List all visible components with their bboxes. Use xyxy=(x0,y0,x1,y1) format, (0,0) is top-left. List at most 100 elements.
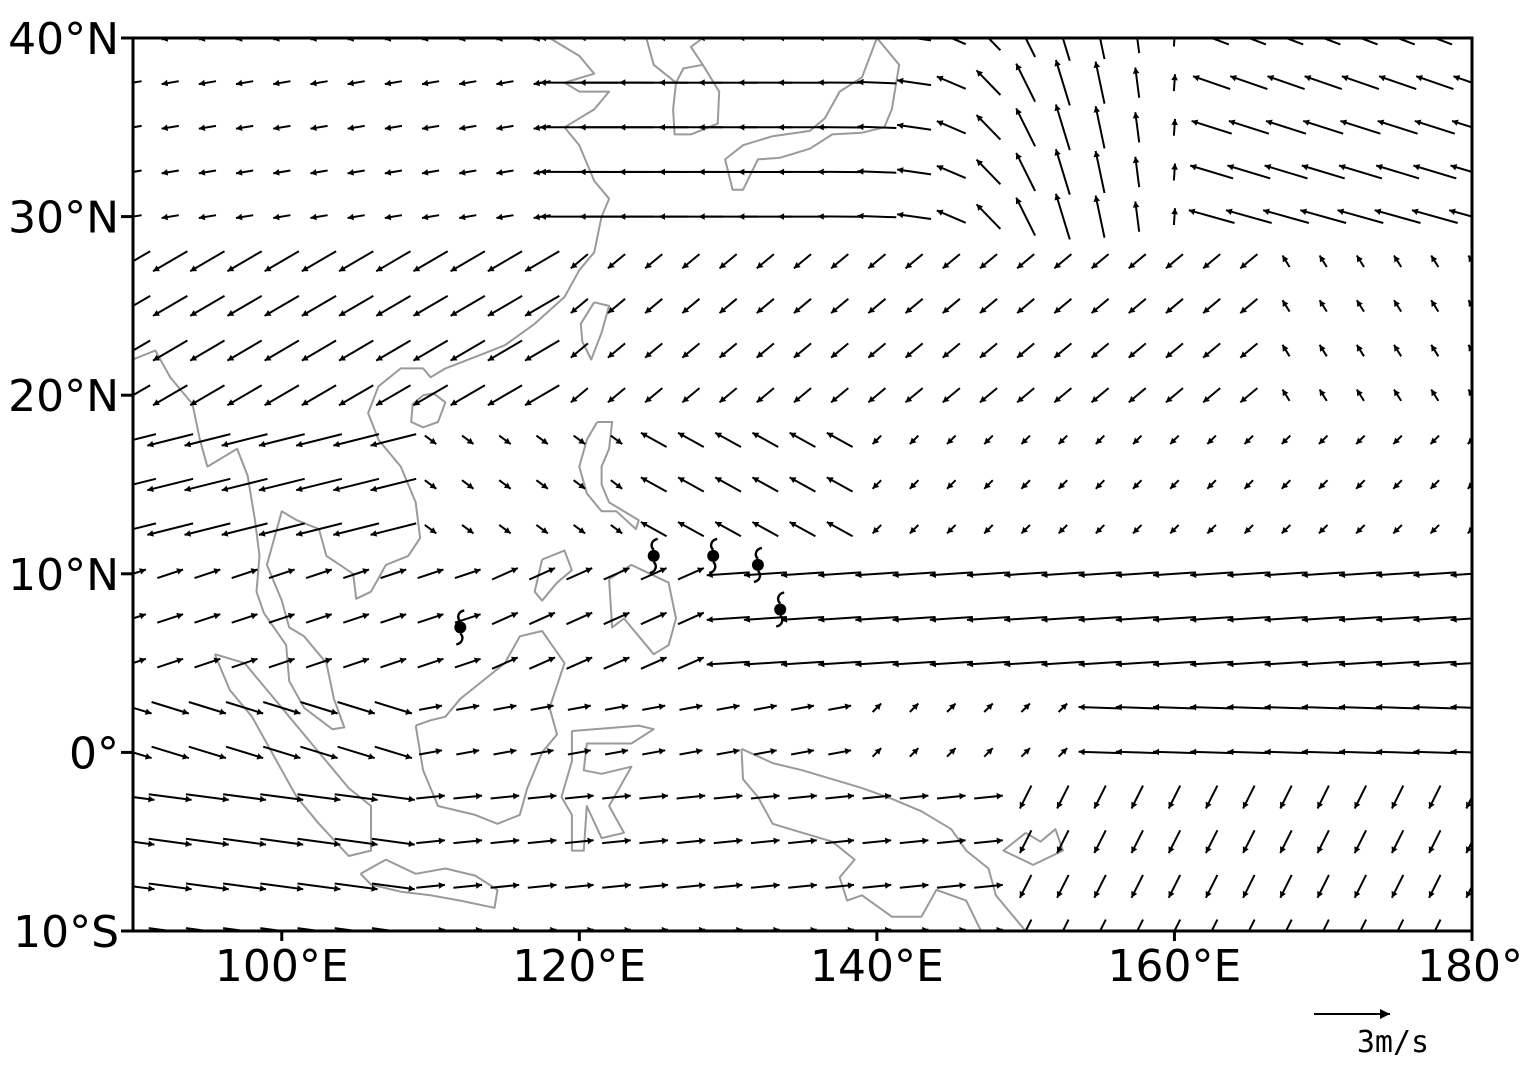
wind-vector xyxy=(751,431,779,448)
wind-vector xyxy=(573,479,586,490)
wind-vector xyxy=(789,476,816,493)
wind-vector xyxy=(133,840,155,847)
wind-vector xyxy=(1322,919,1330,931)
wind-vector xyxy=(1115,616,1159,623)
wind-vector xyxy=(1152,748,1196,756)
wind-vector xyxy=(706,616,750,623)
x-tick-label: 100°E xyxy=(215,941,349,992)
wind-vector xyxy=(862,837,892,845)
y-tick-label: 10°N xyxy=(8,550,119,601)
wind-vector xyxy=(826,476,854,493)
wind-vector xyxy=(342,612,370,624)
wind-vector xyxy=(498,434,512,445)
wind-vector xyxy=(221,522,268,537)
wind-vector xyxy=(718,342,738,359)
wind-vector xyxy=(1393,388,1403,402)
y-tick-label: 0° xyxy=(69,728,119,779)
wind-vector xyxy=(1020,524,1031,535)
wind-vector xyxy=(564,882,594,889)
wind-vector xyxy=(1280,524,1292,535)
wind-vector xyxy=(418,748,443,756)
wind-vector xyxy=(301,339,337,362)
coastline xyxy=(579,301,611,361)
wind-vector xyxy=(412,250,449,273)
wind-vector xyxy=(347,79,365,87)
wind-vector xyxy=(1429,479,1440,490)
wind-vector xyxy=(380,568,407,580)
wind-vector xyxy=(1227,164,1271,180)
wind-vector xyxy=(1054,193,1071,240)
wind-vector xyxy=(857,212,897,220)
wind-vector xyxy=(602,882,631,889)
wind-vector xyxy=(133,795,155,803)
wind-vector xyxy=(753,703,777,711)
wind-vector xyxy=(974,882,1003,889)
wind-vector xyxy=(1020,479,1031,490)
wind-vector xyxy=(380,612,407,624)
wind-vector xyxy=(573,524,586,535)
wind-vector xyxy=(184,522,231,537)
wind-vector xyxy=(966,616,1010,623)
wind-vector xyxy=(946,747,957,758)
wind-vector xyxy=(268,657,295,669)
wind-vector xyxy=(1152,616,1196,623)
wind-vector xyxy=(1169,524,1180,535)
wind-vector xyxy=(1281,299,1291,313)
wind-vector xyxy=(1054,104,1071,151)
wind-vector xyxy=(412,339,449,362)
wind-vector xyxy=(450,384,486,407)
wind-vector xyxy=(1053,387,1073,404)
wind-vector xyxy=(1300,208,1347,224)
wind-vector xyxy=(133,250,151,263)
wind-vector xyxy=(946,434,957,445)
wind-vector xyxy=(1190,616,1234,623)
wind-vector xyxy=(305,568,333,580)
wind-vector xyxy=(189,339,226,362)
wind-vector xyxy=(681,298,701,314)
wind-vector xyxy=(1090,253,1110,270)
wind-vector xyxy=(1376,660,1420,668)
wind-vector xyxy=(788,882,817,889)
wind-vector xyxy=(1338,660,1382,668)
wind-vector xyxy=(677,656,705,670)
wind-vector xyxy=(1264,571,1308,579)
wind-vector xyxy=(817,213,862,220)
wind-vector xyxy=(1243,524,1254,535)
wind-vector xyxy=(1242,785,1256,809)
wind-vector xyxy=(1202,342,1221,359)
wind-vector xyxy=(818,571,862,579)
wind-vector xyxy=(528,611,556,626)
wind-vector xyxy=(706,660,750,668)
wind-vector xyxy=(231,568,258,580)
wind-vector xyxy=(1093,874,1107,899)
wind-vector xyxy=(1353,874,1367,899)
wind-vector xyxy=(602,792,631,800)
wind-vector xyxy=(225,745,264,760)
wind-vector xyxy=(453,882,483,889)
wind-vector xyxy=(524,339,560,362)
wind-vector xyxy=(375,384,412,407)
wind-vector xyxy=(1115,703,1159,711)
coastline xyxy=(672,63,721,136)
wind-vector xyxy=(904,342,924,359)
wind-vector xyxy=(826,431,854,448)
wind-vector xyxy=(1353,829,1367,854)
wind-vector xyxy=(273,213,291,221)
wind-vector xyxy=(258,477,305,492)
wind-vector xyxy=(300,745,338,760)
wind-vector xyxy=(454,568,481,580)
wind-vector xyxy=(1429,524,1440,535)
wind-vector xyxy=(235,213,254,221)
wind-vector xyxy=(1393,299,1403,313)
wind-vector xyxy=(490,882,520,889)
coastline xyxy=(533,549,573,602)
wind-vector xyxy=(528,567,556,581)
wind-vector xyxy=(644,298,663,314)
wind-vector xyxy=(929,571,973,579)
wind-vector xyxy=(375,295,412,317)
wind-vector xyxy=(221,433,268,448)
wind-vector xyxy=(1376,616,1420,623)
wind-vector xyxy=(1090,387,1110,404)
wind-vector xyxy=(942,387,961,404)
wind-vector xyxy=(1465,839,1472,854)
